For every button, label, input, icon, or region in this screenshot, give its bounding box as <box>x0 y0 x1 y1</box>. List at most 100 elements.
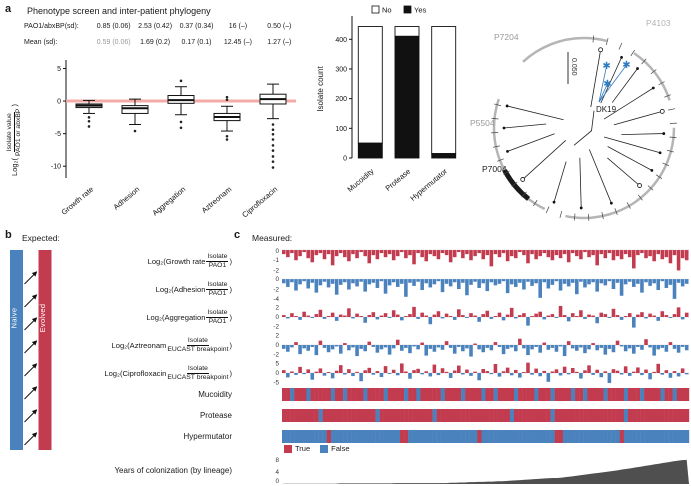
svg-text:2: 2 <box>275 332 279 339</box>
legend-false-item: False <box>320 444 350 453</box>
svg-text:0: 0 <box>275 276 279 283</box>
svg-text:Hypermutator: Hypermutator <box>408 166 449 202</box>
svg-text:5: 5 <box>275 360 279 367</box>
panel-a-label: a <box>5 3 12 15</box>
svg-text:4: 4 <box>275 469 279 476</box>
stats-value: 1.27 (–) <box>267 39 292 46</box>
svg-text:-5: -5 <box>273 380 279 386</box>
track-adhesion: 0 -2 -4 <box>273 276 689 302</box>
svg-text:0: 0 <box>57 99 61 106</box>
svg-text:Mucoidity: Mucoidity <box>346 166 376 193</box>
stats-value: 0.50 (–) <box>267 23 292 30</box>
star-icon: ✱ <box>622 60 630 71</box>
false-swatch <box>320 444 329 453</box>
svg-text:0: 0 <box>275 370 279 377</box>
ylabel-numerator: Isolate value <box>5 112 15 153</box>
svg-text:-2: -2 <box>273 267 279 274</box>
stats-value: 16 (–) <box>228 23 248 30</box>
expected-diagram: Naive Evolved <box>10 250 52 450</box>
svg-text:0: 0 <box>275 478 279 484</box>
stats-value: 1.69 (0.2) <box>140 39 171 46</box>
track-aggregation: 2 0 -2 <box>273 304 689 330</box>
band-protease <box>282 409 690 422</box>
expected-row-6: Protease <box>199 411 232 420</box>
expected-row-3: Log₂(Aztreonam Isolate EUCAST breakpoint) <box>111 336 232 353</box>
stats-value: 12.45 (–) <box>223 39 252 46</box>
svg-text:0: 0 <box>275 314 279 321</box>
svg-text:300: 300 <box>335 66 347 73</box>
band-mucoidity <box>282 388 690 401</box>
stats-row-label: Mean (sd): <box>24 39 58 46</box>
stats-row: PAO1/abxBP(sd): 0.85 (0.06) 2.53 (0.42) 0.3… <box>24 23 300 30</box>
expected-row-labels: Log₂(Growth rate Isolate PAO1) Log₂(Adhesi… <box>54 248 232 484</box>
naive-evolved-bars <box>10 250 52 450</box>
true-swatch <box>284 444 292 453</box>
measured-heading: Measured: <box>252 233 293 243</box>
evolved-bar-label: Evolved <box>38 304 47 333</box>
phenotype-stats-table: PAO1/abxBP(sd): 0.85 (0.06) 2.53 (0.42) 0.3… <box>0 23 302 57</box>
tree-branches: ✱ ✱ ✱ <box>491 35 677 221</box>
svg-text:Yes: Yes <box>414 6 426 15</box>
svg-text:400: 400 <box>335 37 347 44</box>
stats-value: 0.59 (0.06) <box>96 39 131 46</box>
phylogeny-tree: ✱ ✱ ✱ P7204 P4103 P5504 P7004 DK19 0.050 <box>470 18 677 221</box>
svg-text:0: 0 <box>275 248 279 255</box>
svg-text:-5: -5 <box>55 131 61 138</box>
panel-c-label: c <box>234 229 241 241</box>
expected-heading: Expected: <box>22 233 60 243</box>
svg-text:No: No <box>382 6 392 15</box>
svg-text:-2: -2 <box>273 352 279 358</box>
svg-text:Growth rate: Growth rate <box>59 185 95 217</box>
expected-row-4: Log₂(Ciprofloxacin Isolate EUCAST breakpo… <box>104 364 232 381</box>
svg-text:-1: -1 <box>273 257 279 264</box>
phenotype-boxplot: 5 0 -5 -10 Growth rate Adhesion Aggregation Azt… <box>51 60 296 220</box>
expected-row-0: Log₂(Growth rate Isolate PAO1) <box>147 252 232 269</box>
svg-text:Aggregation: Aggregation <box>151 185 188 218</box>
svg-text:0: 0 <box>343 156 347 163</box>
svg-text:Aztreonam: Aztreonam <box>200 185 234 215</box>
years-colonization-area: 8 4 0 <box>275 457 689 484</box>
naive-bar-label: Naive <box>10 308 19 329</box>
track-growth-rate: 0 -1 -2 <box>273 248 689 274</box>
svg-text:Adhesion: Adhesion <box>112 185 142 212</box>
track-aztreonam: 2 0 -2 <box>273 332 689 358</box>
star-icon: ✱ <box>602 61 610 72</box>
tree-scale-label: 0.050 <box>570 58 577 76</box>
svg-text:2: 2 <box>275 304 279 311</box>
tree-label-p7204: P7204 <box>494 32 519 42</box>
true-label: True <box>295 444 311 453</box>
svg-text:Ciprofloxacin: Ciprofloxacin <box>240 185 279 220</box>
expected-row-1: Log₂(Adhesion Isolate PAO1) <box>155 280 232 297</box>
expected-row-5: Mucoidity <box>198 390 232 399</box>
band-hypermutator <box>282 430 690 443</box>
track-ciprofloxacin: 5 0 -5 <box>273 360 689 386</box>
tree-label-dk19: DK19 <box>596 105 617 114</box>
stats-value: 2.53 (0.42) <box>138 23 173 30</box>
svg-text:-10: -10 <box>51 164 61 171</box>
star-icon: ✱ <box>603 79 611 90</box>
tree-label-p4103: P4103 <box>646 18 671 28</box>
isolate-count-chart: 0 100 200 300 400 Mucoidity ProteaseHypermutat… <box>335 6 457 203</box>
svg-text:-4: -4 <box>273 296 279 302</box>
svg-text:0: 0 <box>275 342 279 349</box>
true-false-legend: True False <box>284 444 350 453</box>
svg-text:5: 5 <box>57 66 61 73</box>
panel-b-label: b <box>5 229 12 241</box>
svg-text:8: 8 <box>275 457 279 464</box>
stats-row: Mean (sd): 0.59 (0.06) 1.69 (0.2) 0.17 (0.1… <box>24 39 300 46</box>
svg-text:-2: -2 <box>273 287 279 294</box>
svg-text:100: 100 <box>335 126 347 133</box>
stats-row-label: PAO1/abxBP(sd): <box>24 23 79 30</box>
stats-value: 0.17 (0.1) <box>181 39 212 46</box>
stats-value: 0.37 (0.34) <box>179 23 214 30</box>
svg-text:Protease: Protease <box>383 167 412 193</box>
tree-label-p5504: P5504 <box>470 118 495 128</box>
svg-text:200: 200 <box>335 96 347 103</box>
tree-label-p7004: P7004 <box>482 164 507 174</box>
expected-row-7: Hypermutator <box>183 432 232 441</box>
svg-text:-2: -2 <box>273 324 279 330</box>
false-label: False <box>331 444 350 453</box>
panel-a-title: Phenotype screen and inter-patient phylo… <box>27 6 211 16</box>
stats-value: 0.85 (0.06) <box>96 23 131 30</box>
legend-true-item: True <box>284 444 310 453</box>
